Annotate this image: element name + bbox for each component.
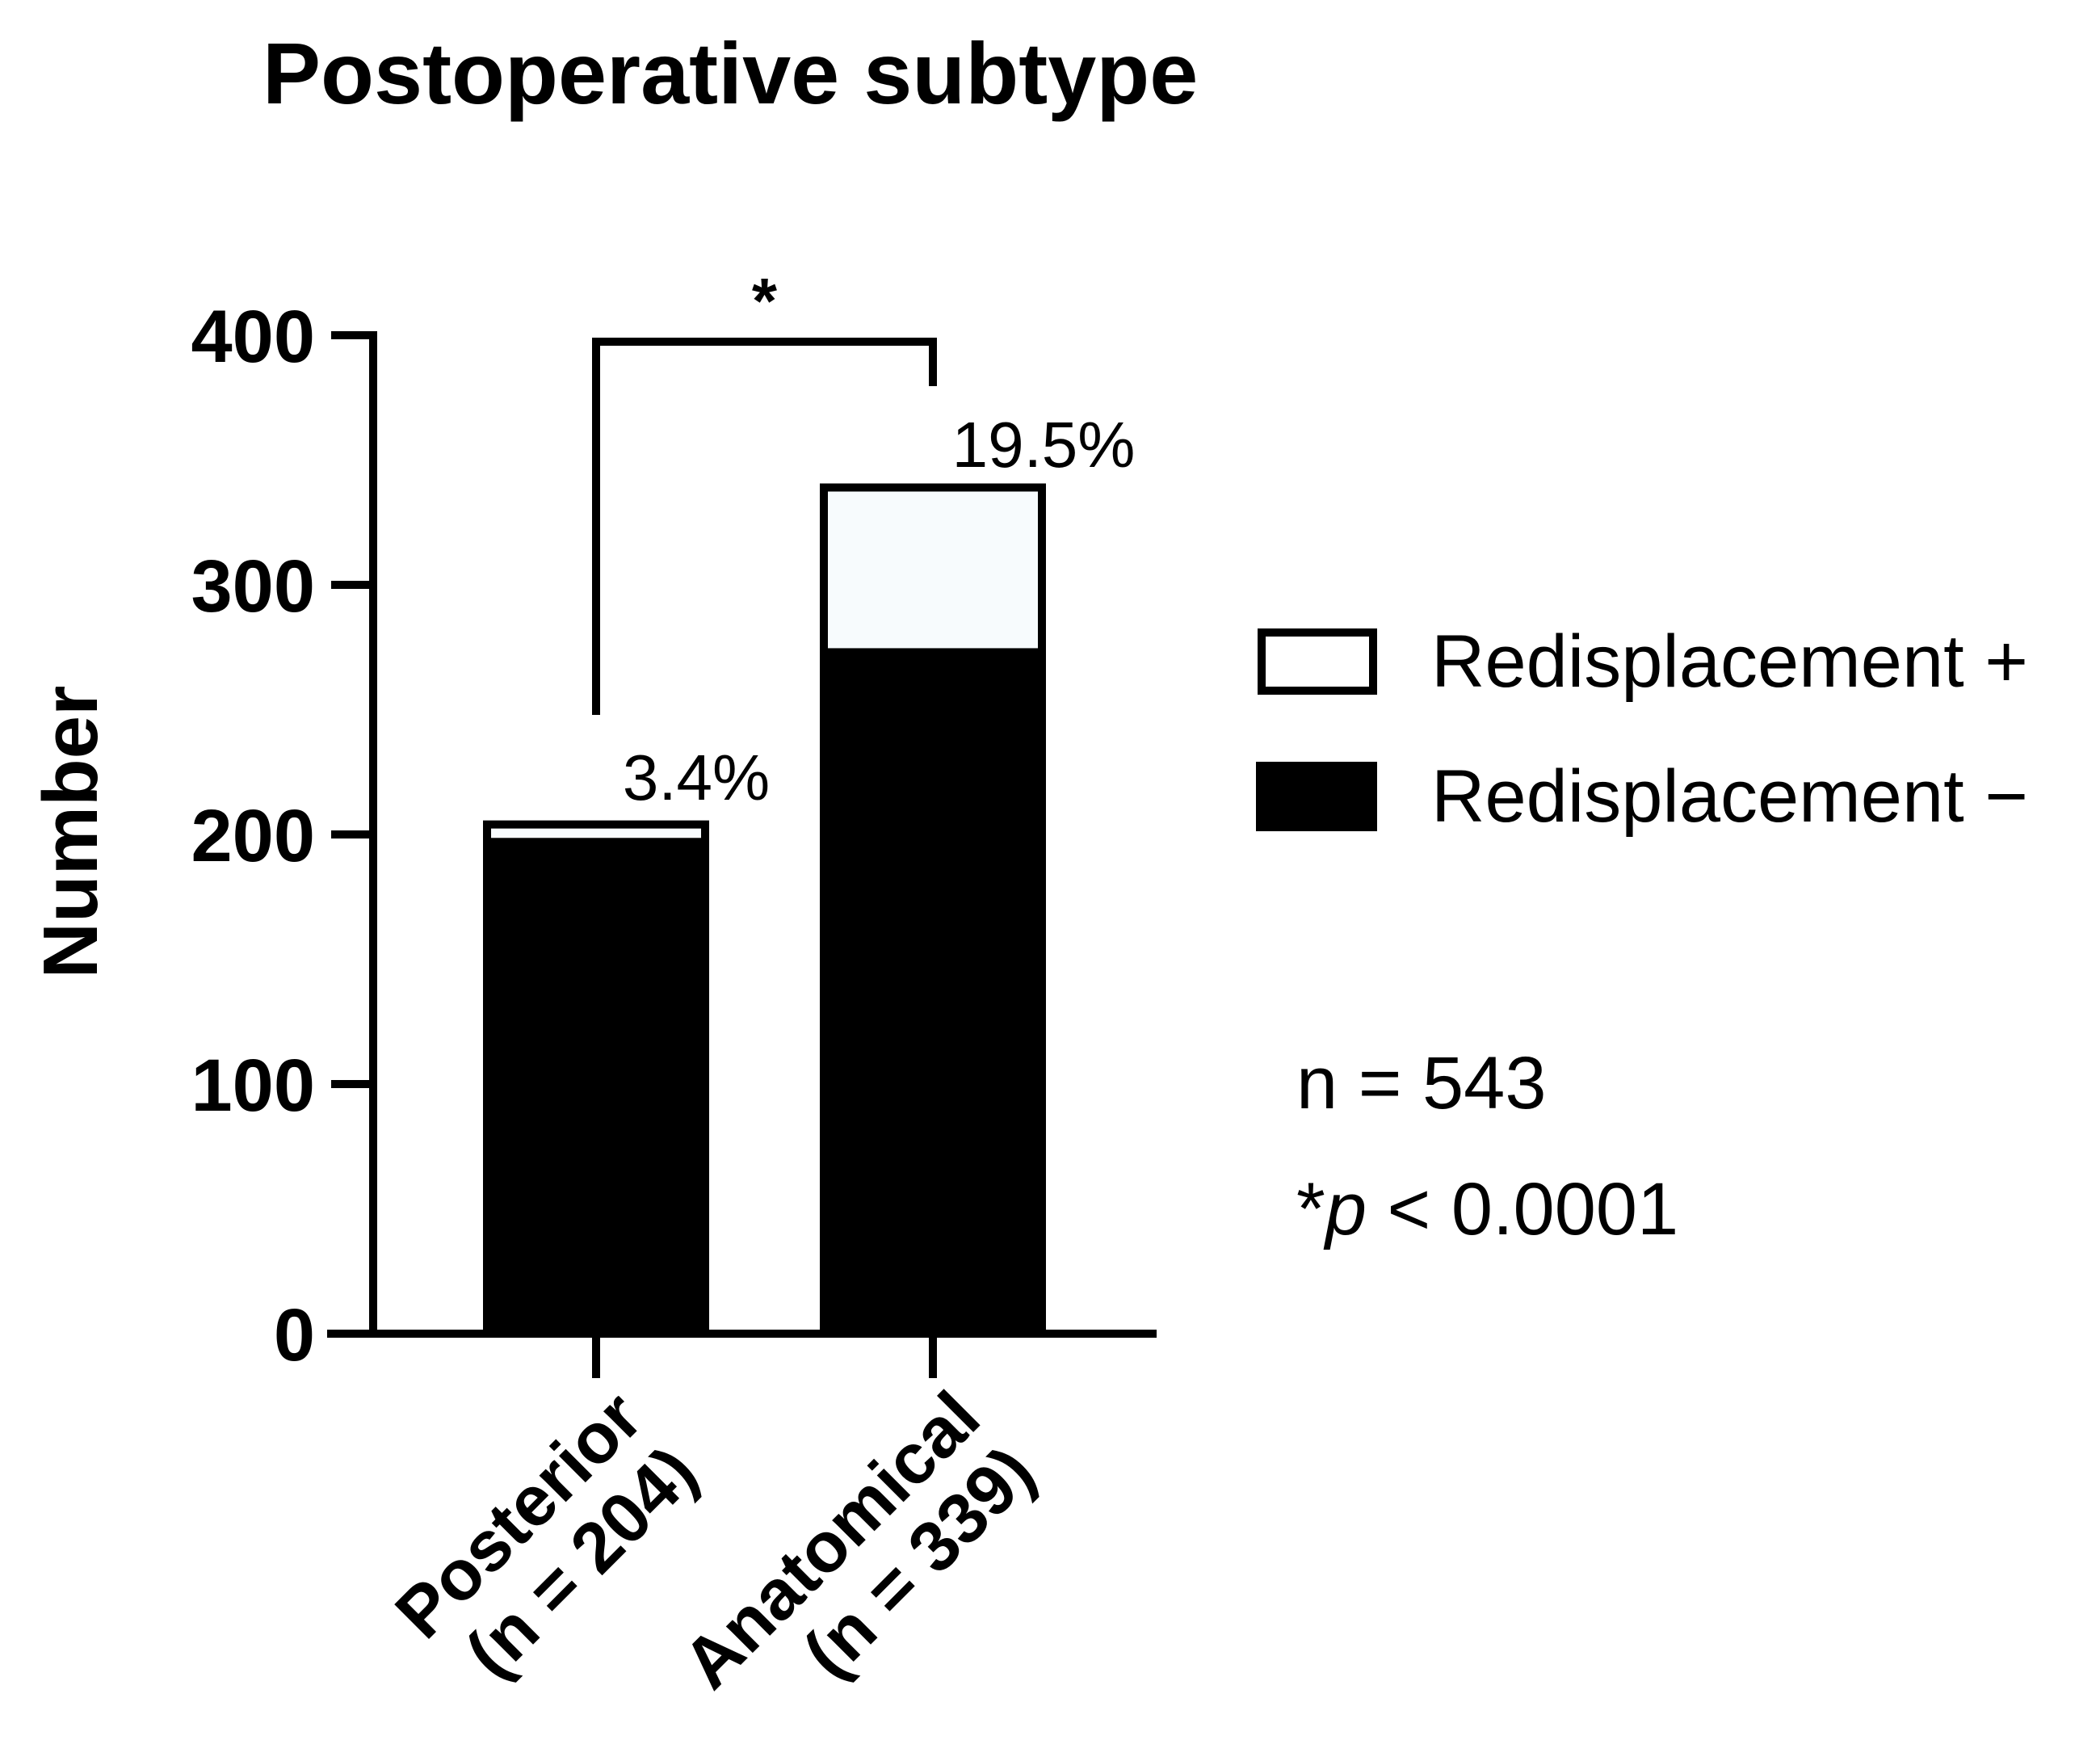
p-rest: < 0.0001: [1367, 1168, 1678, 1250]
legend-label: Redisplacement +: [1431, 620, 2028, 703]
x-axis-ticks: Posterior(n = 204)Anatomical(n = 339): [380, 1334, 1049, 1704]
y-axis-ticks: 0 100 200 300 400: [191, 296, 373, 1376]
y-tick-label: 100: [191, 1044, 316, 1127]
legend: Redisplacement + Redisplacement −: [1256, 620, 2028, 838]
annotation-p-value: *p < 0.0001: [1296, 1168, 1678, 1250]
legend-swatch: [1256, 762, 1377, 831]
chart-title: Postoperative subtype: [262, 24, 1198, 122]
significance-marker: *: [752, 265, 778, 337]
bars: [483, 483, 1046, 1334]
p-prefix: *: [1296, 1168, 1325, 1250]
y-tick-label: 300: [191, 545, 316, 628]
bar-segment-redisplacement-negative: [820, 652, 1046, 1334]
x-tick-label: Anatomical(n = 339): [667, 1376, 1049, 1703]
annotation-n-total: n = 543: [1296, 1042, 1547, 1124]
significance-line: [592, 338, 937, 715]
x-tick-label: Posterior(n = 204): [380, 1376, 712, 1692]
legend-label: Redisplacement −: [1431, 755, 2028, 838]
bar-segment-redisplacement-positive: [820, 483, 1046, 657]
y-tick-label: 200: [191, 795, 316, 877]
data-label: 19.5%: [952, 409, 1136, 481]
data-labels: 3.4% 19.5%: [623, 409, 1136, 813]
p-symbol: p: [1323, 1168, 1367, 1250]
y-axis-label: Number: [27, 686, 114, 979]
legend-swatch: [1258, 628, 1377, 695]
y-tick-label: 0: [274, 1294, 315, 1376]
significance-bracket: *: [592, 265, 937, 715]
y-tick-label: 400: [191, 296, 316, 378]
data-label: 3.4%: [623, 742, 770, 813]
bar-segment-redisplacement-negative: [483, 842, 709, 1334]
bar-segment-redisplacement-positive: [483, 820, 709, 847]
